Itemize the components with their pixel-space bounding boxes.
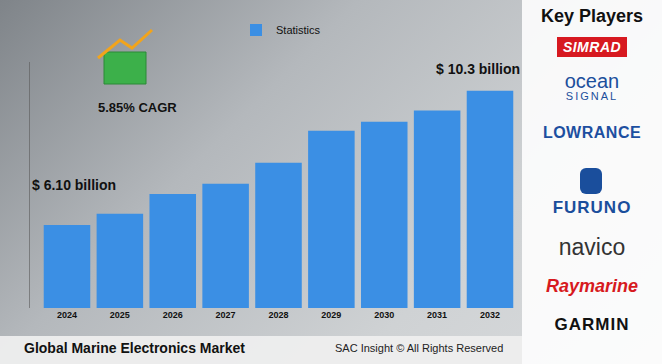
svg-text:2029: 2029 (321, 310, 341, 320)
svg-text:Statistics: Statistics (276, 24, 321, 36)
html-text:GARMIN: GARMIN (554, 315, 630, 334)
html-text:Key Players: Key Players (541, 6, 643, 26)
svg-text:5.85% CAGR: 5.85% CAGR (98, 100, 177, 115)
svg-text:2024: 2024 (57, 310, 77, 320)
html-text:FURUNO: FURUNO (552, 198, 632, 217)
svg-text:SAC Insight © All Rights Reser: SAC Insight © All Rights Reserved (335, 342, 503, 354)
svg-text:2031: 2031 (427, 310, 447, 320)
svg-text:2027: 2027 (216, 310, 236, 320)
html-text:SIGNAL: SIGNAL (565, 90, 619, 102)
svg-text:$ 10.3 billion: $ 10.3 billion (436, 61, 520, 77)
html-text:ocean: ocean (564, 70, 620, 92)
svg-text:2028: 2028 (268, 310, 288, 320)
svg-text:Global Marine Electronics Mark: Global Marine Electronics Market (24, 340, 245, 356)
svg-text:2030: 2030 (374, 310, 394, 320)
svg-text:2025: 2025 (110, 310, 130, 320)
svg-text:2032: 2032 (480, 310, 500, 320)
html-text:navico: navico (558, 234, 626, 260)
svg-text:$ 6.10 billion: $ 6.10 billion (32, 177, 116, 193)
svg-text:2026: 2026 (163, 310, 183, 320)
html-text:Raymarine: Raymarine (546, 276, 638, 296)
html-text:SIMRAD: SIMRAD (562, 39, 622, 55)
html-text:LOWRANCE: LOWRANCE (542, 124, 642, 141)
